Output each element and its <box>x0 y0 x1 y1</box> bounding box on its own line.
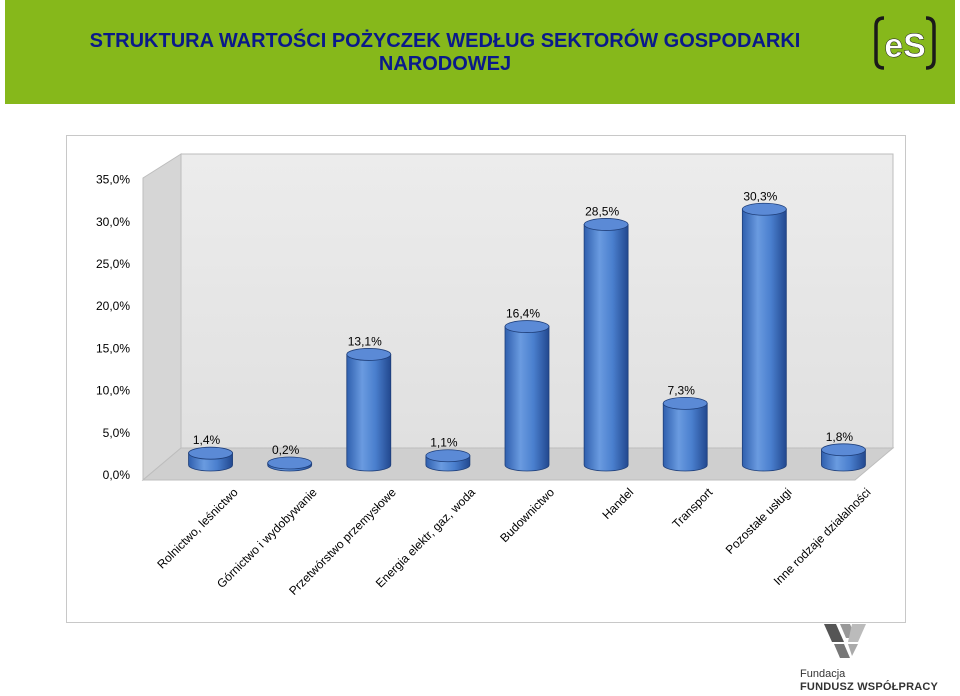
y-tick-label: 5,0% <box>103 426 131 440</box>
bar <box>425 449 471 472</box>
header-banner <box>5 0 955 104</box>
bar-top <box>821 443 866 457</box>
value-label: 13,1% <box>348 334 382 348</box>
bar-body <box>504 326 550 472</box>
bar-top <box>188 446 233 460</box>
y-tick-label: 30,0% <box>96 215 130 229</box>
bar-top <box>662 396 708 410</box>
bar-top <box>741 202 787 216</box>
value-label: 1,4% <box>193 433 221 447</box>
y-tick-label: 10,0% <box>96 384 130 398</box>
value-label: 1,1% <box>430 436 458 450</box>
bar-top <box>504 320 550 333</box>
value-label: 30,3% <box>743 189 777 203</box>
bar-body <box>583 224 629 472</box>
bar <box>662 396 708 472</box>
bar <box>267 456 313 472</box>
category-label: Budownictwo <box>497 485 557 545</box>
es-logo: eS <box>874 16 936 70</box>
page-title: STRUKTURA WARTOŚCI POŻYCZEK WEDŁUG SEKTO… <box>30 30 860 76</box>
bar-body <box>346 354 392 472</box>
bar-top <box>583 218 629 231</box>
category-label: Pozostałe usługi <box>723 485 795 557</box>
bar <box>821 443 866 472</box>
title-line-1: STRUKTURA WARTOŚCI POŻYCZEK WEDŁUG SEKTO… <box>89 30 801 52</box>
title-line-2: NARODOWEJ <box>378 53 512 75</box>
value-label: 28,5% <box>585 204 619 218</box>
footer-foundation-name: FUNDUSZ WSPÓŁPRACY <box>800 681 939 693</box>
category-label: Handel <box>599 485 636 522</box>
logo-text: eS <box>884 27 926 65</box>
value-label: 7,3% <box>668 383 696 397</box>
fundacja-logo-icon <box>824 624 866 658</box>
bar-top <box>267 456 313 470</box>
bar <box>583 218 629 472</box>
y-tick-label: 25,0% <box>96 257 130 271</box>
value-label: 0,2% <box>272 443 300 457</box>
y-tick-label: 35,0% <box>96 173 130 187</box>
bar-chart: 0,0% 5,0% 10,0% 15,0% 20,0% 25,0% 30,0% 35,0% 1,… <box>96 153 895 598</box>
y-tick-label: 0,0% <box>103 468 131 482</box>
bar <box>504 320 550 472</box>
y-tick-label: 15,0% <box>96 341 130 355</box>
bar <box>188 446 233 472</box>
category-label: Transport <box>669 485 715 531</box>
category-label: Rolnictwo, leśnictwo <box>154 485 241 572</box>
chart-side-wall <box>142 153 182 482</box>
bar-body <box>741 208 787 472</box>
value-label: 1,8% <box>826 430 854 444</box>
footer-foundation-label: Fundacja <box>800 668 846 680</box>
bar-top <box>425 449 471 463</box>
bar <box>346 348 392 472</box>
bar <box>741 202 787 472</box>
bar-body <box>662 402 708 472</box>
bar-top <box>346 348 392 361</box>
chart-frame: 0,0% 5,0% 10,0% 15,0% 20,0% 25,0% 30,0% 35,0% 1,… <box>66 135 906 623</box>
y-tick-label: 20,0% <box>96 299 130 313</box>
value-label: 16,4% <box>506 307 540 321</box>
